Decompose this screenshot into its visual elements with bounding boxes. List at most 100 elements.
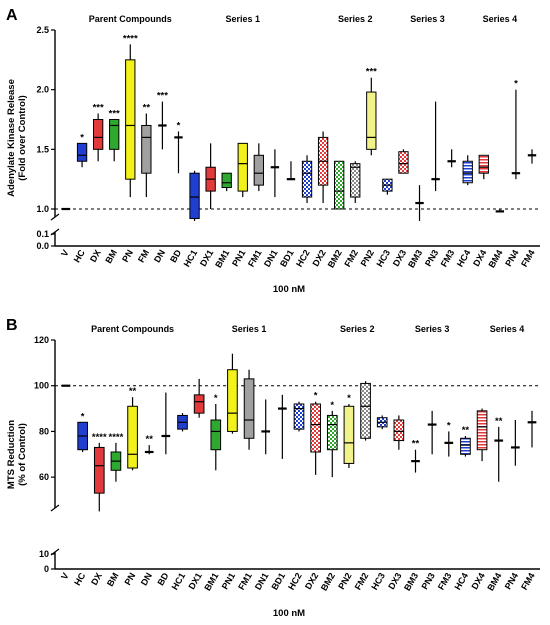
y-tick-label: 0.0 [36, 241, 49, 251]
category-label: BM1 [213, 248, 231, 269]
category-label: HC2 [294, 248, 312, 269]
category-label: FM4 [519, 248, 537, 269]
category-label: BM4 [485, 571, 503, 592]
significance-marker: *** [157, 91, 168, 102]
category-label: PN4 [503, 571, 520, 591]
significance-marker: ** [412, 439, 420, 450]
box [462, 160, 473, 184]
significance-marker: **** [123, 33, 138, 44]
significance-marker: * [81, 411, 85, 422]
box [301, 160, 313, 198]
box [227, 369, 238, 432]
box [460, 437, 471, 455]
category-label: DX4 [469, 571, 486, 591]
significance-marker: * [177, 120, 181, 131]
y-axis-title: (% of Control) [17, 423, 28, 486]
x-axis-title: 100 nM [273, 608, 305, 619]
y-tick-label: 60 [39, 472, 49, 482]
category-label: PN2 [359, 248, 376, 268]
category-label: HC [72, 248, 87, 265]
group-label: Series 1 [225, 14, 260, 24]
category-label: DN [139, 571, 154, 587]
group-label: Series 3 [410, 14, 445, 24]
category-label: DN1 [253, 571, 271, 592]
category-label: BD1 [269, 571, 287, 592]
box [334, 160, 345, 210]
group-label: Parent Compounds [91, 324, 174, 334]
y-tick-label: 2.5 [36, 25, 49, 35]
category-label: FM3 [436, 571, 454, 592]
category-label: DX [88, 248, 103, 264]
box [293, 403, 305, 430]
box [189, 172, 200, 220]
significance-marker: *** [109, 109, 120, 120]
category-label: DN1 [262, 248, 280, 269]
panel-letter: A [6, 7, 18, 24]
axis-break-mark [50, 213, 60, 221]
category-label: HC3 [369, 571, 387, 592]
box [93, 446, 105, 494]
category-label: V [59, 248, 71, 258]
category-label: PN4 [503, 248, 520, 268]
significance-marker: ** [146, 434, 154, 445]
significance-marker: *** [93, 103, 104, 114]
category-label: PN1 [230, 248, 247, 268]
category-label: DX2 [303, 571, 320, 591]
box [326, 414, 338, 451]
significance-marker: ** [143, 103, 151, 114]
category-label: BM3 [402, 571, 420, 592]
box [476, 410, 488, 451]
significance-marker: * [80, 132, 84, 143]
group-label: Series 1 [232, 324, 267, 334]
y-tick-label: 0.1 [36, 229, 49, 239]
group-label: Series 3 [415, 324, 450, 334]
category-label: PN2 [336, 571, 353, 591]
significance-marker: ** [495, 416, 503, 427]
box [393, 419, 405, 442]
category-label: FM2 [342, 248, 360, 269]
group-label: Series 4 [483, 14, 518, 24]
category-label: DX3 [386, 571, 403, 591]
category-label: BD [168, 248, 183, 265]
box [221, 172, 232, 189]
y-axis-title: (Fold over Control) [17, 95, 28, 181]
category-label: HC4 [455, 248, 473, 269]
group-label: Series 4 [490, 324, 525, 334]
category-label: HC [72, 571, 87, 588]
box [125, 59, 136, 180]
box [76, 142, 88, 162]
box [398, 151, 409, 174]
significance-marker: *** [366, 67, 377, 78]
box [366, 91, 377, 150]
y-tick-label: 2.0 [36, 85, 49, 95]
significance-marker: * [314, 391, 318, 402]
category-label: PN3 [423, 248, 440, 268]
box [210, 419, 222, 451]
group-label: Series 2 [340, 324, 375, 334]
category-label: HC1 [182, 248, 200, 269]
significance-marker: * [214, 393, 218, 404]
box [109, 119, 120, 150]
category-label: BM2 [319, 571, 337, 592]
significance-marker: **** [92, 432, 107, 443]
panel-letter: B [6, 317, 18, 334]
significance-marker: ** [129, 386, 137, 397]
category-label: HC1 [170, 571, 188, 592]
category-label: BM [105, 571, 121, 588]
category-label: FM3 [439, 248, 457, 269]
x-axis-title: 100 nM [273, 284, 305, 295]
category-label: FM1 [246, 248, 264, 269]
box [141, 124, 152, 174]
category-label: HC4 [452, 571, 470, 592]
category-label: DN [152, 248, 167, 264]
category-label: FM4 [519, 571, 537, 592]
significance-marker: * [330, 400, 334, 411]
y-tick-label: 10 [39, 549, 49, 559]
box [237, 142, 248, 192]
box [92, 119, 104, 150]
category-label: BD [155, 571, 170, 588]
box [253, 154, 264, 186]
y-tick-label: 80 [39, 426, 49, 436]
y-axis-title: MTS Reduction [6, 420, 17, 489]
